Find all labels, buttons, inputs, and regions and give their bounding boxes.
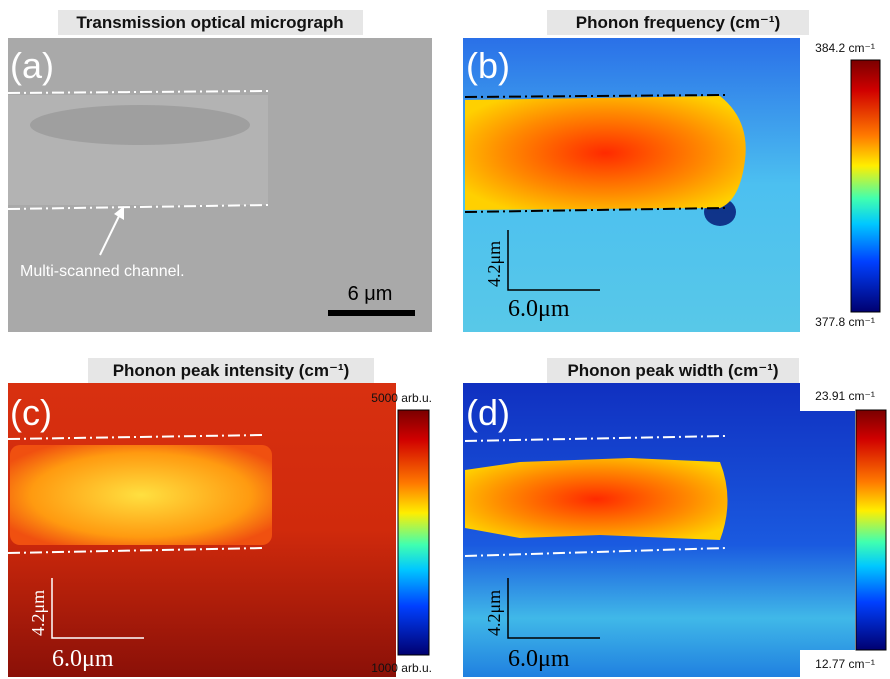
panel-label: (a) (10, 45, 54, 86)
scale-label: 6.0μm (508, 296, 570, 322)
scale-label: 4.2μm (484, 241, 504, 287)
scale-label: 6 μm (348, 283, 393, 305)
annotation: Multi-scanned channel. (20, 263, 185, 280)
colorbar-min: 377.8 cm⁻¹ (815, 315, 875, 329)
channel (465, 96, 746, 210)
shade (30, 105, 250, 145)
colorbar-max: 5000 arb.u. (371, 391, 432, 405)
scale-label: 4.2μm (28, 590, 48, 636)
colorbar (851, 60, 880, 312)
scale-label: 6.0μm (508, 646, 570, 672)
colorbar (398, 410, 429, 655)
panel-title: Phonon peak intensity (cm⁻¹) (113, 361, 350, 380)
panel-label: (c) (10, 392, 52, 433)
panel-title: Phonon frequency (cm⁻¹) (576, 13, 780, 32)
channel (465, 458, 728, 540)
panel-label: (d) (466, 392, 510, 433)
colorbar-max: 23.91 cm⁻¹ (815, 389, 875, 403)
colorbar-max: 384.2 cm⁻¹ (815, 41, 875, 55)
colorbar (856, 410, 886, 650)
channel (10, 445, 272, 545)
colorbar-min: 12.77 cm⁻¹ (815, 657, 875, 671)
panel-label: (b) (466, 45, 510, 86)
panel-title: Phonon peak width (cm⁻¹) (567, 361, 778, 380)
scale-label: 6.0μm (52, 646, 114, 672)
colorbar-min: 1000 arb.u. (371, 661, 432, 675)
figure: Transmission optical micrograph Multi-sc… (0, 0, 890, 679)
scale-label: 4.2μm (484, 590, 504, 636)
panel-title: Transmission optical micrograph (76, 13, 343, 32)
